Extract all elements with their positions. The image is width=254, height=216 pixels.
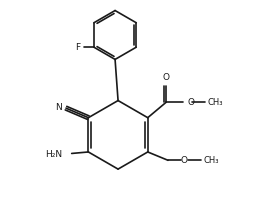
Text: O: O (163, 73, 170, 82)
Text: H₂N: H₂N (45, 150, 62, 159)
Text: CH₃: CH₃ (204, 156, 219, 165)
Text: N: N (55, 103, 62, 112)
Text: O: O (188, 98, 195, 107)
Text: CH₃: CH₃ (208, 98, 223, 107)
Text: O: O (181, 156, 188, 165)
Text: F: F (75, 43, 81, 52)
